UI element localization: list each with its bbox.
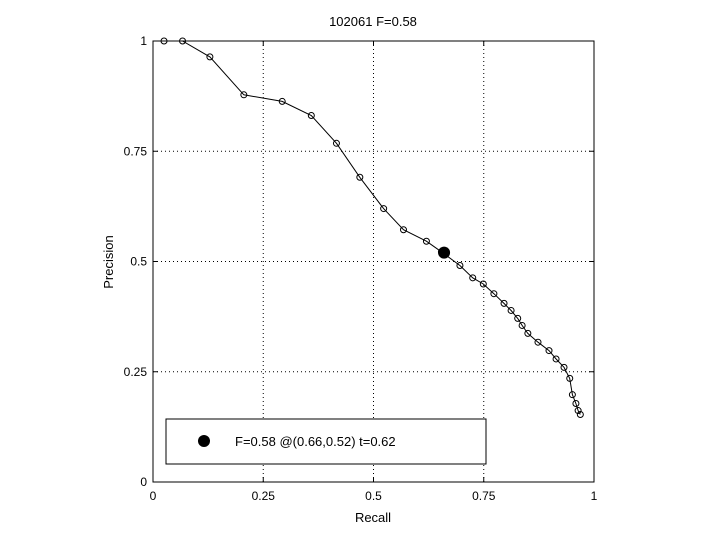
best-f-point [438, 246, 451, 259]
y-tick-label: 0.5 [130, 255, 147, 269]
pr-curve-line [164, 40, 581, 415]
pr-curve-point [356, 173, 364, 181]
pr-curve-point [560, 363, 568, 371]
pr-curve-point [524, 329, 532, 337]
pr-curve-series [160, 37, 584, 419]
chart-title: 102061 F=0.58 [329, 14, 417, 29]
pr-curve-point [518, 321, 526, 329]
pr-curve-point [572, 400, 580, 408]
axis-ticks: 0 0.25 0.5 0.75 1 0 0.25 0.5 0.75 1 [124, 34, 598, 503]
pr-curve-point [179, 37, 187, 45]
pr-curve-point [240, 91, 248, 99]
pr-curve-point [160, 37, 168, 45]
pr-curve-point [479, 280, 487, 288]
pr-curve-point [514, 314, 522, 322]
x-axis-label: Recall [355, 510, 391, 525]
pr-curve-point [332, 139, 340, 147]
y-tick-label: 0.25 [124, 365, 148, 379]
pr-curve-point [507, 306, 515, 314]
pr-curve-point [534, 338, 542, 346]
pr-curve-point [576, 411, 584, 419]
pr-curve-point [568, 391, 576, 399]
pr-curve-point [380, 205, 388, 213]
grid-lines [153, 41, 594, 482]
pr-curve-point [574, 407, 582, 415]
legend: F=0.58 @(0.66,0.52) t=0.62 [165, 418, 487, 465]
pr-curve-point [490, 290, 498, 298]
pr-curve-point [307, 112, 315, 120]
pr-curve-point [500, 299, 508, 307]
pr-curve-point [566, 374, 574, 382]
y-tick-label: 0 [140, 475, 147, 489]
pr-curve-point [422, 237, 430, 245]
pr-curve-point [552, 355, 560, 363]
x-tick-label: 0.75 [472, 489, 496, 503]
pr-curve-point [206, 53, 214, 61]
legend-marker [198, 435, 210, 447]
y-tick-label: 1 [140, 34, 147, 48]
pr-curve-point [469, 274, 477, 282]
y-tick-label: 0.75 [124, 144, 148, 158]
best-f-point-layer [438, 246, 451, 259]
pr-curve-point [456, 261, 464, 269]
pr-curve-point [278, 97, 286, 105]
pr-curve-point [545, 347, 553, 355]
x-tick-label: 1 [591, 489, 598, 503]
x-tick-label: 0 [150, 489, 157, 503]
pr-curve-point [399, 226, 407, 234]
legend-label: F=0.58 @(0.66,0.52) t=0.62 [235, 434, 396, 449]
y-axis-label: Precision [101, 235, 116, 288]
legend-box [165, 418, 487, 465]
x-tick-label: 0.25 [252, 489, 276, 503]
x-tick-label: 0.5 [365, 489, 382, 503]
